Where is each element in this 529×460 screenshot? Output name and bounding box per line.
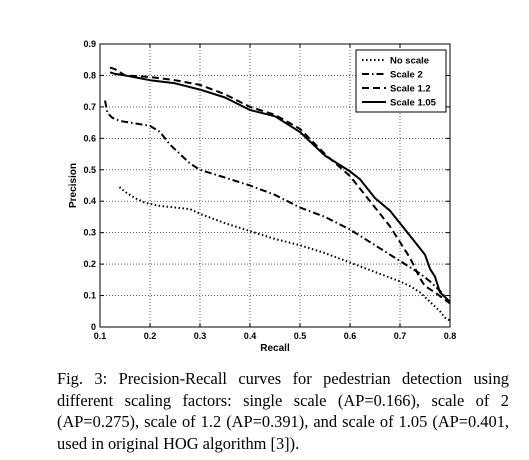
y-tick-label: 0.8 xyxy=(83,70,96,80)
axis-ticks: 0.1 0.2 0.3 0.4 0.5 0.6 0.7 0.800.10.20.30.40.5… xyxy=(83,39,456,341)
precision-recall-chart: 0.1 0.2 0.3 0.4 0.5 0.6 0.7 0.800.10.20.30.40.5… xyxy=(68,39,456,354)
legend: No scale Scale 2 Scale 1.2 Scale 1.05 xyxy=(355,49,447,113)
series-line-1 xyxy=(104,100,451,305)
series-lines xyxy=(104,66,451,322)
x-tick-label: 0.3 xyxy=(194,331,207,341)
y-tick-label: 0.4 xyxy=(83,196,96,206)
y-tick-label: 0.6 xyxy=(83,133,96,143)
x-tick-label: 0.6 xyxy=(344,331,357,341)
series-line-0 xyxy=(118,186,451,322)
x-tick-label: 0.8 xyxy=(444,331,457,341)
precision-recall-figure: 0.1 0.2 0.3 0.4 0.5 0.6 0.7 0.8 0 0.1 0.2 0.3 0.4 0.5… xyxy=(68,39,456,354)
legend-entry: No scale xyxy=(390,56,429,67)
plot-frame xyxy=(99,43,451,328)
figure-caption: Fig. 3: Precision-Recall curves for pede… xyxy=(57,369,509,453)
series-line-3 xyxy=(109,71,451,303)
x-tick-label: 0.2 xyxy=(144,331,157,341)
legend-entry: Scale 2 xyxy=(390,70,423,81)
x-tick-label: 0.7 xyxy=(394,331,407,341)
y-axis-label: Precision xyxy=(68,163,79,208)
legend-entry: Scale 1.2 xyxy=(390,84,431,95)
x-tick-label: 0.1 xyxy=(94,331,107,341)
y-tick-label: 0.3 xyxy=(83,228,96,238)
y-tick-label: 0 xyxy=(91,322,96,332)
x-tick-label: 0.4 xyxy=(244,331,257,341)
legend-entry: Scale 1.05 xyxy=(390,98,437,109)
y-tick-label: 0.9 xyxy=(83,39,96,49)
y-tick-label: 0.5 xyxy=(83,165,96,175)
series-line-2 xyxy=(109,66,451,305)
y-tick-label: 0.7 xyxy=(83,102,96,112)
x-tick-label: 0.5 xyxy=(294,331,307,341)
y-tick-label: 0.2 xyxy=(83,259,96,269)
x-axis-label: Recall xyxy=(260,343,290,354)
y-tick-label: 0.1 xyxy=(83,291,96,301)
